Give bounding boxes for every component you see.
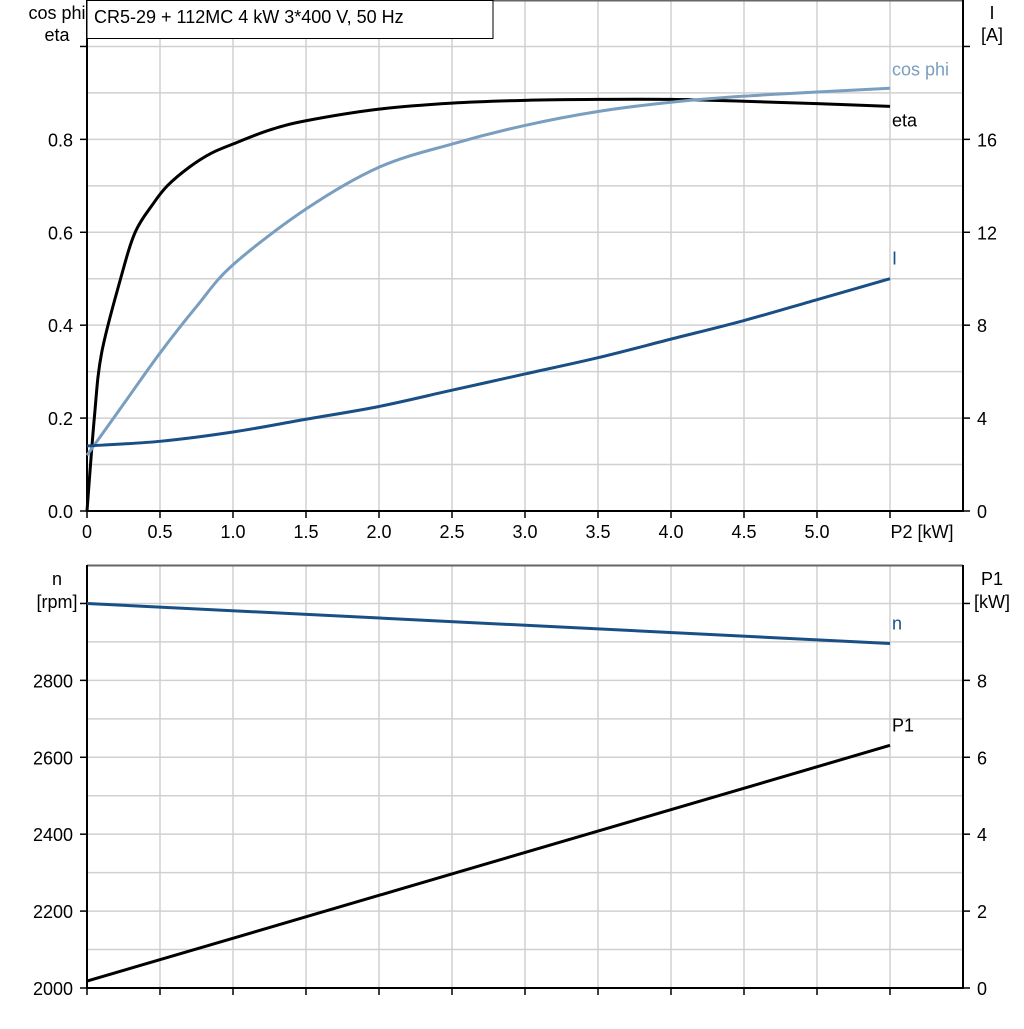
series-line-eta xyxy=(85,97,891,512)
series-label-n: n xyxy=(892,613,902,633)
left-tick-label: 2000 xyxy=(33,979,73,999)
right-tick-label: 2 xyxy=(977,902,987,922)
series-line-n xyxy=(86,601,891,645)
x-tick-label: 3.0 xyxy=(512,522,537,542)
right-tick-label: 12 xyxy=(977,223,997,243)
title-box xyxy=(86,0,494,39)
right-tick-label: 4 xyxy=(977,409,987,429)
chart-title: CR5-29 + 112MC 4 kW 3*400 V, 50 Hz xyxy=(94,7,404,27)
left-tick-label: 0.2 xyxy=(48,409,73,429)
left-tick-label: 2400 xyxy=(33,825,73,845)
left-axis-title-line2: [rpm] xyxy=(36,592,77,612)
right-tick-label: 4 xyxy=(977,825,987,845)
x-tick-label: 1.0 xyxy=(220,522,245,542)
x-tick-label: 1.5 xyxy=(293,522,318,542)
series-label-P1: P1 xyxy=(892,715,914,735)
left-tick-label: 0.4 xyxy=(48,316,73,336)
series-label-I: I xyxy=(892,249,897,269)
x-tick-label: 2.0 xyxy=(366,522,391,542)
left-tick-label: 2600 xyxy=(33,748,73,768)
x-tick-label: 3.5 xyxy=(585,522,610,542)
series-line-I xyxy=(86,277,891,448)
x-tick-label: 4.5 xyxy=(731,522,756,542)
series-label-cos-phi: cos phi xyxy=(892,59,949,79)
right-tick-label: 8 xyxy=(977,316,987,336)
left-tick-label: 2800 xyxy=(33,671,73,691)
right-axis-title-line2: [A] xyxy=(981,25,1003,45)
series-line-P1 xyxy=(86,743,891,983)
left-tick-label: 0.6 xyxy=(48,223,73,243)
x-tick-label: 5.0 xyxy=(804,522,829,542)
series-line-cos-phi xyxy=(85,86,891,457)
right-axis-title-line1: P1 xyxy=(981,569,1003,589)
left-axis-title-line2: eta xyxy=(44,25,70,45)
left-tick-label: 0.8 xyxy=(48,130,73,150)
right-tick-label: 6 xyxy=(977,748,987,768)
x-axis-title: P2 [kW] xyxy=(890,522,953,542)
right-tick-label: 16 xyxy=(977,130,997,150)
x-tick-label: 0.5 xyxy=(147,522,172,542)
x-tick-label: 2.5 xyxy=(439,522,464,542)
right-axis-title-line2: [kW] xyxy=(974,592,1010,612)
right-tick-label: 0 xyxy=(977,502,987,522)
x-tick-label: 0 xyxy=(82,522,92,542)
series-label-eta: eta xyxy=(892,110,918,130)
left-tick-label: 2200 xyxy=(33,902,73,922)
right-tick-label: 0 xyxy=(977,979,987,999)
right-axis-title-line1: I xyxy=(989,3,994,23)
right-tick-label: 8 xyxy=(977,671,987,691)
left-axis-title-line1: cos phi xyxy=(28,3,85,23)
x-tick-label: 4.0 xyxy=(658,522,683,542)
left-axis-title-line1: n xyxy=(52,569,62,589)
left-tick-label: 0.0 xyxy=(48,502,73,522)
